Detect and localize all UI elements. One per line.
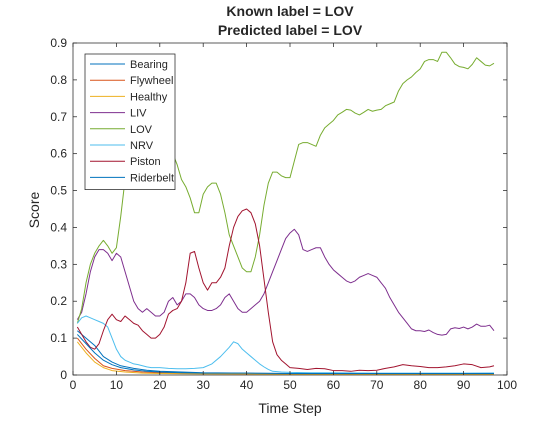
legend-label-healthy: Healthy [130, 91, 168, 103]
series-line-bearing [77, 330, 494, 375]
series-line-riderbelt [76, 334, 494, 375]
legend-label-liv: LIV [130, 108, 147, 120]
x-tick-label: 30 [197, 378, 211, 392]
legend-label-lov: LOV [130, 124, 153, 136]
y-tick-label: 0.9 [50, 36, 67, 50]
y-tick-label: 0.2 [50, 294, 67, 308]
legend-label-nrv: NRV [130, 140, 154, 152]
y-axis-label: Score [26, 192, 42, 229]
x-tick-label: 60 [327, 378, 341, 392]
x-tick-label: 100 [497, 378, 517, 392]
y-tick-label: 0.5 [50, 184, 67, 198]
series-line-piston [76, 208, 495, 372]
x-axis-label: Time Step [258, 400, 321, 416]
x-tick-label: 50 [283, 378, 297, 392]
legend-label-flywheel: Flywheel [130, 75, 173, 87]
series-line-nrv [76, 315, 494, 374]
chart-title: Known label = LOV Predicted label = LOV [218, 3, 363, 38]
y-tick-label: 0.8 [50, 73, 67, 87]
x-tick-label: 80 [414, 378, 428, 392]
series-line-healthy [76, 341, 494, 375]
legend-label-bearing: Bearing [130, 59, 168, 71]
y-axis-ticks: 0 0.1 0.2 0.3 0.4 0.5 0.6 0.7 0.8 0.9 [50, 36, 507, 382]
chart-title-line-2: Predicted label = LOV [218, 22, 363, 38]
x-tick-label: 90 [457, 378, 471, 392]
y-tick-label: 0.1 [50, 331, 67, 345]
series-line-flywheel [76, 337, 494, 375]
y-tick-label: 0 [60, 368, 67, 382]
y-tick-label: 0.4 [50, 220, 67, 234]
legend-label-riderbelt: Riderbelt [130, 172, 174, 184]
legend-label-piston: Piston [130, 156, 161, 168]
x-tick-label: 40 [240, 378, 254, 392]
legend-box [84, 53, 176, 190]
x-axis-ticks: 0 10 20 30 40 50 60 70 80 90 100 [70, 43, 517, 392]
x-tick-label: 70 [370, 378, 384, 392]
series-line-liv [76, 228, 495, 336]
y-tick-label: 0.6 [50, 147, 67, 161]
x-tick-label: 0 [70, 378, 77, 392]
y-tick-label: 0.3 [50, 257, 67, 271]
x-tick-label: 20 [153, 378, 167, 392]
y-tick-label: 0.7 [50, 110, 67, 124]
chart-title-line-1: Known label = LOV [226, 3, 354, 19]
x-tick-label: 10 [110, 378, 124, 392]
legend: Bearing Flywheel Healthy LIV LOV NRV Piston Rid… [84, 53, 176, 190]
